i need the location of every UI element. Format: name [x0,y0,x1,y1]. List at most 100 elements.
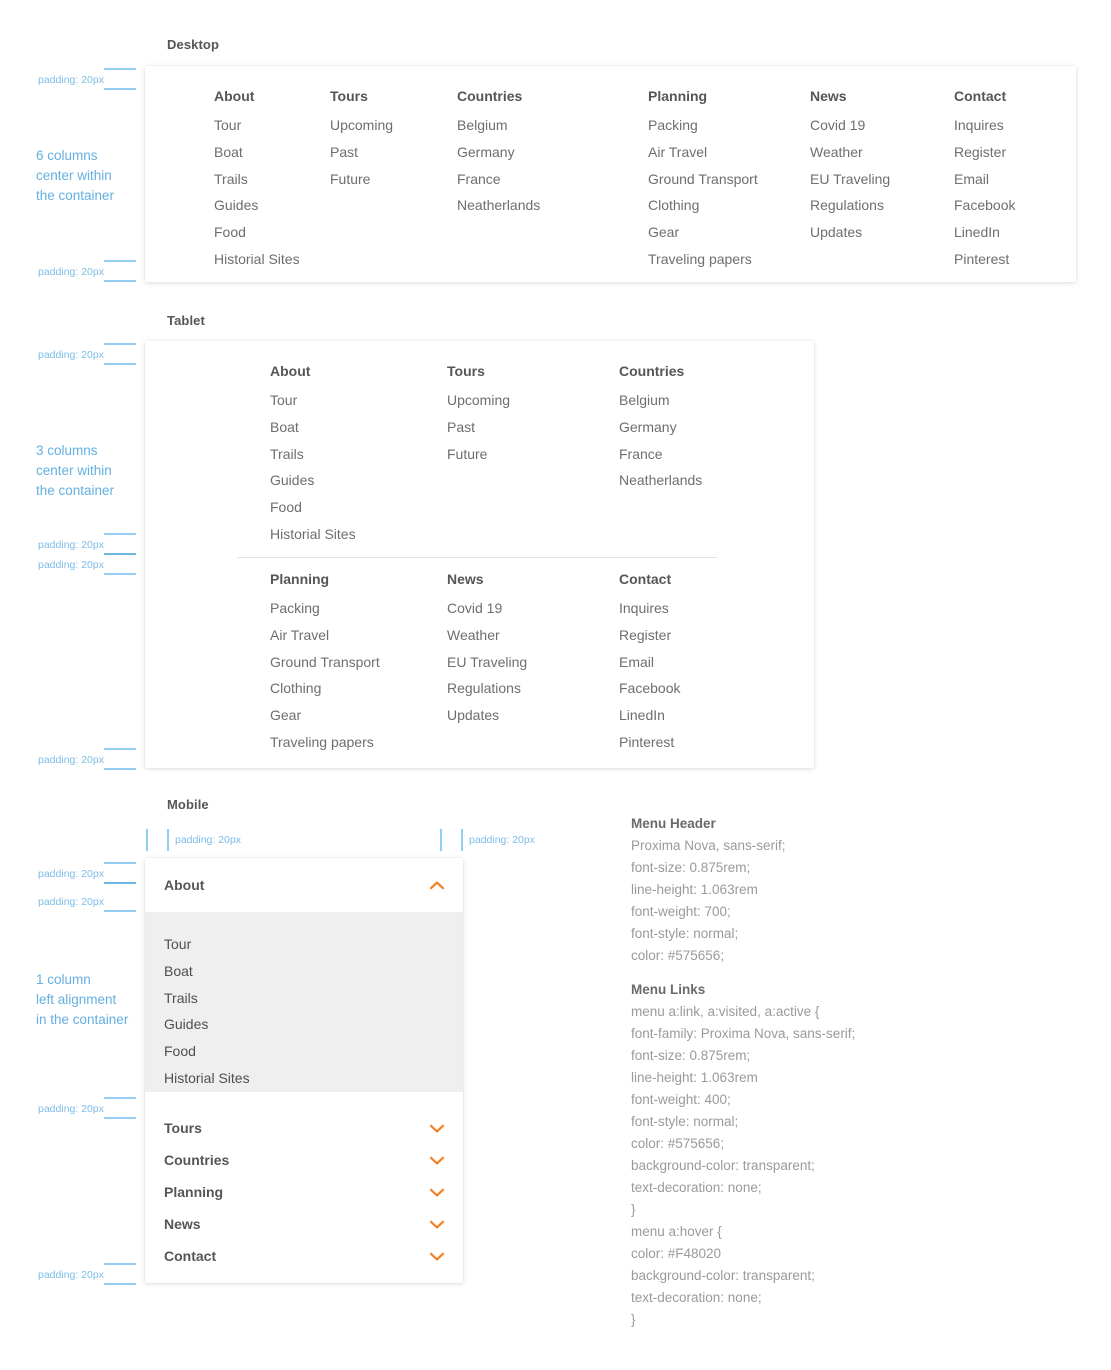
menu-link[interactable]: Traveling papers [270,733,374,750]
menu-column-about: About Tour Boat Trails Guides Food Histo… [214,88,300,268]
menu-link[interactable]: LinedIn [619,707,665,724]
menu-link[interactable]: Register [954,143,1007,160]
menu-link[interactable]: Neatherlands [619,472,703,489]
chevron-down-icon[interactable] [430,1156,444,1165]
menu-link[interactable]: Food [164,1043,196,1060]
menu-link[interactable]: Guides [164,1016,209,1033]
menu-link[interactable]: Future [330,170,371,187]
menu-link[interactable]: Tour [270,392,298,408]
menu-link[interactable]: Clothing [270,680,322,697]
menu-link[interactable]: Traveling papers [648,250,752,267]
menu-link[interactable]: Ground Transport [648,170,758,187]
accordion-header-news[interactable]: News [145,1208,463,1240]
menu-link[interactable]: EU Traveling [810,170,891,187]
menu-link[interactable]: Past [330,143,359,160]
accordion-header-contact[interactable]: Contact [145,1240,463,1272]
menu-link[interactable]: Upcoming [447,392,511,408]
chevron-up-icon[interactable] [430,881,444,890]
column-header: About [214,88,255,104]
menu-link[interactable]: Future [447,445,488,462]
menu-link[interactable]: France [619,445,663,462]
padding-mark [104,533,136,535]
menu-link[interactable]: Updates [810,224,863,241]
menu-link[interactable]: Air Travel [648,143,708,160]
menu-link[interactable]: Guides [270,472,315,489]
menu-link[interactable]: Boat [270,418,299,435]
menu-link[interactable]: Weather [810,143,863,160]
padding-mark [104,862,136,864]
padding-note-mobile-d: padding: 20px [38,1269,104,1281]
padding-vline [167,829,169,851]
menu-link[interactable]: EU Traveling [447,653,528,670]
menu-column-about: About Tour Boat Trails Guides Food Histo… [270,363,356,543]
menu-link[interactable]: Gear [270,707,302,724]
section-label-mobile: Mobile [167,797,209,812]
padding-mark [104,1117,136,1119]
padding-mark [104,260,136,262]
menu-link[interactable]: Weather [447,626,500,643]
padding-note-mobile-c: padding: 20px [38,1103,104,1115]
menu-link[interactable]: Regulations [447,680,521,697]
menu-link[interactable]: Pinterest [619,733,675,750]
menu-link[interactable]: Historial Sites [270,525,356,542]
menu-link[interactable]: Belgium [457,117,508,133]
menu-link[interactable]: Trails [214,170,248,187]
menu-link[interactable]: Germany [619,418,677,435]
column-header: About [270,363,311,379]
menu-link[interactable]: Ground Transport [270,653,380,670]
menu-link[interactable]: Germany [457,143,515,160]
column-header: Countries [619,363,685,379]
spec-heading: Menu Links [631,982,706,997]
menu-link[interactable]: Email [619,653,655,670]
spec-line: text-decoration: none; [631,1180,762,1195]
menu-link[interactable]: Packing [270,600,320,616]
menu-link[interactable]: Neatherlands [457,197,541,214]
menu-link[interactable]: Facebook [619,680,681,697]
menu-link[interactable]: Boat [164,962,193,979]
spec-line: color: #575656; [631,1136,725,1151]
column-header: Planning [648,88,708,104]
menu-link[interactable]: LinedIn [954,224,1000,241]
chevron-down-icon[interactable] [430,1252,444,1261]
menu-link[interactable]: Historial Sites [164,1069,250,1086]
accordion-header-countries[interactable]: Countries [145,1144,463,1176]
menu-link[interactable]: Gear [648,224,680,241]
chevron-down-icon[interactable] [430,1188,444,1197]
menu-link[interactable]: Inquires [954,117,1004,133]
menu-link[interactable]: Facebook [954,197,1016,214]
menu-link[interactable]: Food [214,224,246,241]
menu-column-tours: Tours Upcoming Past Future [447,363,510,463]
menu-link[interactable]: Trails [164,989,198,1006]
padding-mark [104,748,136,750]
menu-link[interactable]: Belgium [619,392,670,408]
menu-link[interactable]: Tour [164,936,192,952]
menu-link[interactable]: Past [447,418,476,435]
padding-note-desktop-bottom: padding: 20px [38,266,104,278]
menu-link[interactable]: Upcoming [330,117,394,133]
spec-line: font-style: normal; [631,926,739,941]
chevron-down-icon[interactable] [430,1220,444,1229]
menu-link[interactable]: Air Travel [270,626,330,643]
menu-link[interactable]: France [457,170,501,187]
menu-link[interactable]: Register [619,626,672,643]
menu-link[interactable]: Covid 19 [810,117,866,133]
menu-link[interactable]: Email [954,170,990,187]
menu-link[interactable]: Food [270,499,302,516]
menu-link[interactable]: Historial Sites [214,250,300,267]
menu-link[interactable]: Regulations [810,197,884,214]
menu-link[interactable]: Guides [214,197,259,214]
menu-link[interactable]: Clothing [648,197,700,214]
accordion-header-planning[interactable]: Planning [145,1176,463,1208]
menu-link[interactable]: Trails [270,445,304,462]
menu-link[interactable]: Packing [648,117,698,133]
menu-link[interactable]: Pinterest [954,250,1010,267]
accordion-header-tours[interactable]: Tours [145,1112,463,1144]
accordion-header-about[interactable]: About [145,858,463,912]
menu-link[interactable]: Covid 19 [447,600,503,616]
menu-link[interactable]: Tour [214,117,242,133]
chevron-down-icon[interactable] [430,1124,444,1133]
menu-link[interactable]: Updates [447,707,500,724]
menu-link[interactable]: Inquires [619,600,669,616]
menu-link[interactable]: Boat [214,143,243,160]
column-header: Tours [447,363,485,379]
